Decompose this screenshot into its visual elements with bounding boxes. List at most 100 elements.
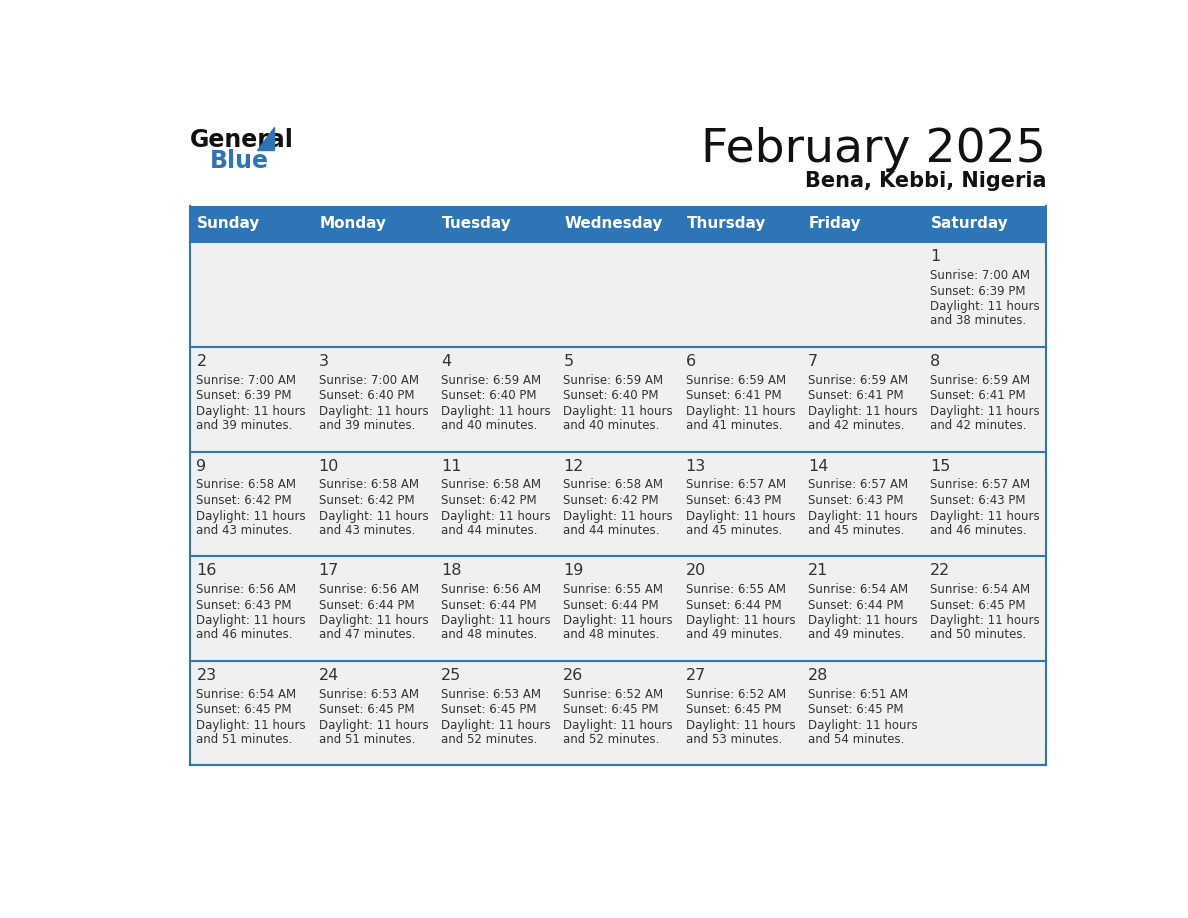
Text: 28: 28: [808, 668, 828, 683]
Text: 24: 24: [318, 668, 339, 683]
Text: Sunset: 6:40 PM: Sunset: 6:40 PM: [318, 389, 415, 402]
Text: Daylight: 11 hours: Daylight: 11 hours: [196, 405, 307, 418]
Text: Sunrise: 6:52 AM: Sunrise: 6:52 AM: [685, 688, 785, 700]
Text: Sunset: 6:45 PM: Sunset: 6:45 PM: [196, 703, 292, 716]
Text: Daylight: 11 hours: Daylight: 11 hours: [563, 614, 672, 627]
Text: Sunrise: 6:59 AM: Sunrise: 6:59 AM: [808, 374, 908, 386]
Text: 15: 15: [930, 459, 950, 474]
Text: Sunrise: 7:00 AM: Sunrise: 7:00 AM: [196, 374, 296, 386]
Text: Sunrise: 6:57 AM: Sunrise: 6:57 AM: [930, 478, 1030, 491]
Text: Friday: Friday: [809, 217, 861, 231]
Text: Daylight: 11 hours: Daylight: 11 hours: [930, 300, 1040, 313]
Text: 20: 20: [685, 564, 706, 578]
Text: Bena, Kebbi, Nigeria: Bena, Kebbi, Nigeria: [804, 171, 1047, 191]
Text: Daylight: 11 hours: Daylight: 11 hours: [685, 405, 795, 418]
Text: Daylight: 11 hours: Daylight: 11 hours: [441, 509, 551, 522]
Text: and 48 minutes.: and 48 minutes.: [563, 628, 659, 642]
Text: Sunset: 6:43 PM: Sunset: 6:43 PM: [930, 494, 1025, 507]
Text: and 39 minutes.: and 39 minutes.: [196, 419, 292, 432]
Text: Daylight: 11 hours: Daylight: 11 hours: [318, 405, 429, 418]
Text: Sunset: 6:44 PM: Sunset: 6:44 PM: [685, 599, 782, 611]
Text: Sunrise: 6:58 AM: Sunrise: 6:58 AM: [441, 478, 541, 491]
Text: and 52 minutes.: and 52 minutes.: [563, 733, 659, 746]
Text: Sunrise: 6:54 AM: Sunrise: 6:54 AM: [808, 583, 908, 596]
Text: Sunset: 6:43 PM: Sunset: 6:43 PM: [196, 599, 292, 611]
Text: Sunrise: 6:54 AM: Sunrise: 6:54 AM: [930, 583, 1030, 596]
Text: Sunset: 6:45 PM: Sunset: 6:45 PM: [930, 599, 1025, 611]
Text: Sunset: 6:43 PM: Sunset: 6:43 PM: [685, 494, 782, 507]
Text: Sunrise: 6:59 AM: Sunrise: 6:59 AM: [563, 374, 663, 386]
Text: 14: 14: [808, 459, 828, 474]
Text: 3: 3: [318, 354, 329, 369]
Text: Sunset: 6:42 PM: Sunset: 6:42 PM: [563, 494, 659, 507]
Text: Sunset: 6:40 PM: Sunset: 6:40 PM: [441, 389, 537, 402]
Text: Sunset: 6:44 PM: Sunset: 6:44 PM: [808, 599, 904, 611]
Text: Daylight: 11 hours: Daylight: 11 hours: [808, 509, 917, 522]
Text: and 51 minutes.: and 51 minutes.: [318, 733, 415, 746]
Text: 2: 2: [196, 354, 207, 369]
Text: Saturday: Saturday: [931, 217, 1009, 231]
Text: 10: 10: [318, 459, 339, 474]
Text: and 42 minutes.: and 42 minutes.: [930, 419, 1026, 432]
Text: and 45 minutes.: and 45 minutes.: [808, 523, 904, 537]
Text: 26: 26: [563, 668, 583, 683]
Text: Daylight: 11 hours: Daylight: 11 hours: [441, 405, 551, 418]
Text: and 48 minutes.: and 48 minutes.: [441, 628, 537, 642]
Text: Sunrise: 7:00 AM: Sunrise: 7:00 AM: [318, 374, 418, 386]
Text: and 46 minutes.: and 46 minutes.: [196, 628, 293, 642]
Text: and 41 minutes.: and 41 minutes.: [685, 419, 782, 432]
Text: Sunset: 6:44 PM: Sunset: 6:44 PM: [318, 599, 415, 611]
Text: 21: 21: [808, 564, 828, 578]
Text: Sunrise: 6:57 AM: Sunrise: 6:57 AM: [685, 478, 785, 491]
Text: 12: 12: [563, 459, 583, 474]
Text: Sunrise: 6:55 AM: Sunrise: 6:55 AM: [563, 583, 663, 596]
Text: Daylight: 11 hours: Daylight: 11 hours: [196, 614, 307, 627]
Text: Daylight: 11 hours: Daylight: 11 hours: [196, 719, 307, 732]
Text: Sunset: 6:40 PM: Sunset: 6:40 PM: [563, 389, 659, 402]
Text: and 49 minutes.: and 49 minutes.: [685, 628, 782, 642]
Text: Sunset: 6:42 PM: Sunset: 6:42 PM: [318, 494, 415, 507]
Text: Daylight: 11 hours: Daylight: 11 hours: [930, 405, 1040, 418]
Text: Daylight: 11 hours: Daylight: 11 hours: [318, 509, 429, 522]
Text: Sunset: 6:44 PM: Sunset: 6:44 PM: [563, 599, 659, 611]
Text: and 47 minutes.: and 47 minutes.: [318, 628, 415, 642]
Text: Sunset: 6:43 PM: Sunset: 6:43 PM: [808, 494, 904, 507]
Bar: [190, 206, 1047, 242]
Text: Sunday: Sunday: [197, 217, 260, 231]
Text: Sunset: 6:41 PM: Sunset: 6:41 PM: [930, 389, 1026, 402]
Text: 11: 11: [441, 459, 461, 474]
Text: 16: 16: [196, 564, 216, 578]
Text: Sunset: 6:45 PM: Sunset: 6:45 PM: [318, 703, 415, 716]
Text: Sunset: 6:44 PM: Sunset: 6:44 PM: [441, 599, 537, 611]
Text: Daylight: 11 hours: Daylight: 11 hours: [930, 509, 1040, 522]
Text: Daylight: 11 hours: Daylight: 11 hours: [685, 509, 795, 522]
Text: and 51 minutes.: and 51 minutes.: [196, 733, 292, 746]
Text: and 54 minutes.: and 54 minutes.: [808, 733, 904, 746]
Polygon shape: [257, 127, 273, 151]
Text: Sunset: 6:42 PM: Sunset: 6:42 PM: [196, 494, 292, 507]
Text: Blue: Blue: [210, 149, 270, 174]
Text: 7: 7: [808, 354, 819, 369]
Text: and 40 minutes.: and 40 minutes.: [563, 419, 659, 432]
Text: Sunset: 6:45 PM: Sunset: 6:45 PM: [441, 703, 537, 716]
Text: Sunset: 6:41 PM: Sunset: 6:41 PM: [685, 389, 782, 402]
Text: and 39 minutes.: and 39 minutes.: [318, 419, 415, 432]
Text: Sunset: 6:39 PM: Sunset: 6:39 PM: [196, 389, 292, 402]
Text: Daylight: 11 hours: Daylight: 11 hours: [318, 614, 429, 627]
Text: Daylight: 11 hours: Daylight: 11 hours: [196, 509, 307, 522]
Text: Sunset: 6:45 PM: Sunset: 6:45 PM: [808, 703, 904, 716]
Text: Daylight: 11 hours: Daylight: 11 hours: [563, 719, 672, 732]
Text: Sunrise: 6:51 AM: Sunrise: 6:51 AM: [808, 688, 908, 700]
Text: Sunrise: 6:58 AM: Sunrise: 6:58 AM: [563, 478, 663, 491]
Text: February 2025: February 2025: [701, 127, 1047, 172]
Text: Sunset: 6:45 PM: Sunset: 6:45 PM: [685, 703, 782, 716]
Text: Wednesday: Wednesday: [564, 217, 663, 231]
Text: Sunrise: 6:57 AM: Sunrise: 6:57 AM: [808, 478, 908, 491]
Text: Thursday: Thursday: [687, 217, 766, 231]
Text: Monday: Monday: [320, 217, 386, 231]
Text: Sunrise: 6:59 AM: Sunrise: 6:59 AM: [441, 374, 542, 386]
Text: Sunrise: 6:54 AM: Sunrise: 6:54 AM: [196, 688, 297, 700]
Text: Daylight: 11 hours: Daylight: 11 hours: [441, 614, 551, 627]
Text: and 44 minutes.: and 44 minutes.: [563, 523, 659, 537]
Text: 23: 23: [196, 668, 216, 683]
